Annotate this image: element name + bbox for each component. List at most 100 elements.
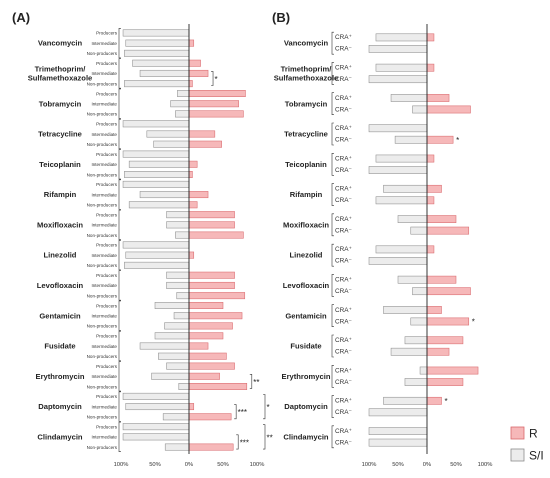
sig-marker: *** [240,438,249,447]
bar-si [164,322,190,330]
row-label: Producers [96,424,118,429]
bar-r [188,403,195,411]
drug-group: Clindamycin Producers Intermediate Non-prod… [37,421,273,452]
sig-bracket [263,394,266,420]
drug-group: Tetracycline Producers Intermediate Non-pro… [38,118,222,150]
bar-si [122,241,190,249]
drug-group: Daptomycin CRA⁺ CRA⁻ * [284,395,448,418]
row-label: CRA⁻ [335,167,352,174]
bar-si [178,383,190,390]
bar-si [368,124,428,133]
bar-si [397,275,428,284]
bar-r [188,110,244,118]
row-bracket [118,270,121,301]
row-label: Non-producers [87,112,118,117]
drug-group: Tobramycin CRA⁺ CRA⁻ [285,92,471,116]
row-label: Producers [96,273,118,278]
bar-r [188,130,216,138]
row-bracket [118,330,121,362]
bar-si [375,63,428,72]
bar-r [426,245,435,254]
x-tick-label: 100% [362,462,377,468]
drug-group: Fusidate Producers Intermediate Non-produce… [44,330,227,362]
bar-si [404,336,428,345]
row-label: Intermediate [91,223,117,228]
bar-r [188,372,220,380]
drug-group: Tobramycin Producers Intermediate Non-produ… [39,88,246,119]
row-bracket [118,88,121,119]
row-bracket [118,118,121,150]
row-label: CRA⁻ [335,288,352,295]
row-label: Producers [96,303,118,308]
row-label: CRA⁻ [335,258,352,265]
row-label: Intermediate [91,162,117,167]
bar-si [383,184,428,193]
panel-label-b: (B) [272,10,290,25]
bar-si [375,196,428,205]
drug-label: Moxifloxacin [37,220,83,229]
drug-label: Daptomycin [38,402,82,411]
x-tick-label: 0% [185,462,193,468]
row-label: CRA⁻ [335,76,352,83]
bar-si [419,366,428,375]
row-label: Intermediate [91,404,117,409]
bar-r [426,94,450,102]
bar-si [125,403,190,411]
bar-si [158,352,190,360]
bar-r [426,33,435,42]
bar-si [122,180,190,188]
bar-r [426,63,435,72]
bar-si [153,140,190,148]
drug-group: Erythromycin Producers Intermediate Non-pro… [36,361,260,392]
bar-r [188,69,209,77]
drug-group: Fusidate CRA⁺ CRA⁻ [290,334,464,358]
row-label: CRA⁻ [335,379,352,386]
row-bracket [331,62,334,85]
row-label: CRA⁺ [335,95,352,102]
row-label: CRA⁺ [335,125,352,132]
bar-si [368,408,428,417]
row-label: CRA⁻ [335,137,352,144]
bar-r [188,59,201,67]
drug-label: Clindamycin [37,432,83,441]
row-label: CRA⁺ [335,307,352,314]
panel-label-a: (A) [12,10,30,25]
row-bracket [118,421,121,452]
bar-si [368,166,428,174]
bar-r [426,287,471,296]
row-label: CRA⁻ [335,106,352,113]
sig-bracket [263,424,266,450]
drug-label: Tobramycin [39,99,82,108]
bar-si [375,154,428,163]
drug-label: Daptomycin [284,402,328,411]
bar-r [188,383,248,390]
bar-r [188,160,198,168]
legend-label-r: R [529,427,538,441]
bar-si [175,110,190,118]
bar-r [426,184,442,193]
x-tick-label: 50% [450,462,462,468]
bar-si [166,281,190,289]
drug-label: Levofloxacin [283,281,330,290]
legend-swatch-si [510,448,525,462]
drug-group: Daptomycin Producers Intermediate Non-produ… [38,391,270,422]
drug-group: Teicoplanin Producers Intermediate Non-prod… [39,149,198,180]
bar-si [124,49,190,57]
drug-group: Clindamycin CRA⁺ CRA⁻ [283,425,428,449]
row-label: Non-producers [87,293,118,298]
bar-r [188,201,198,209]
bar-si [166,211,190,219]
bar-si [166,221,190,229]
row-label: CRA⁻ [335,318,352,325]
row-bracket [118,58,121,89]
row-bracket [331,304,334,328]
row-bracket [118,28,121,59]
drug-group: Teicoplanin CRA⁺ CRA⁻ [285,152,435,176]
row-label: Producers [96,243,118,248]
drug-group: Linezolid Producers Intermediate Non-produc… [44,240,195,271]
bar-si [404,378,428,386]
drug-group: Levofloxacin CRA⁺ CRA⁻ [283,274,471,297]
row-bracket [118,149,121,180]
